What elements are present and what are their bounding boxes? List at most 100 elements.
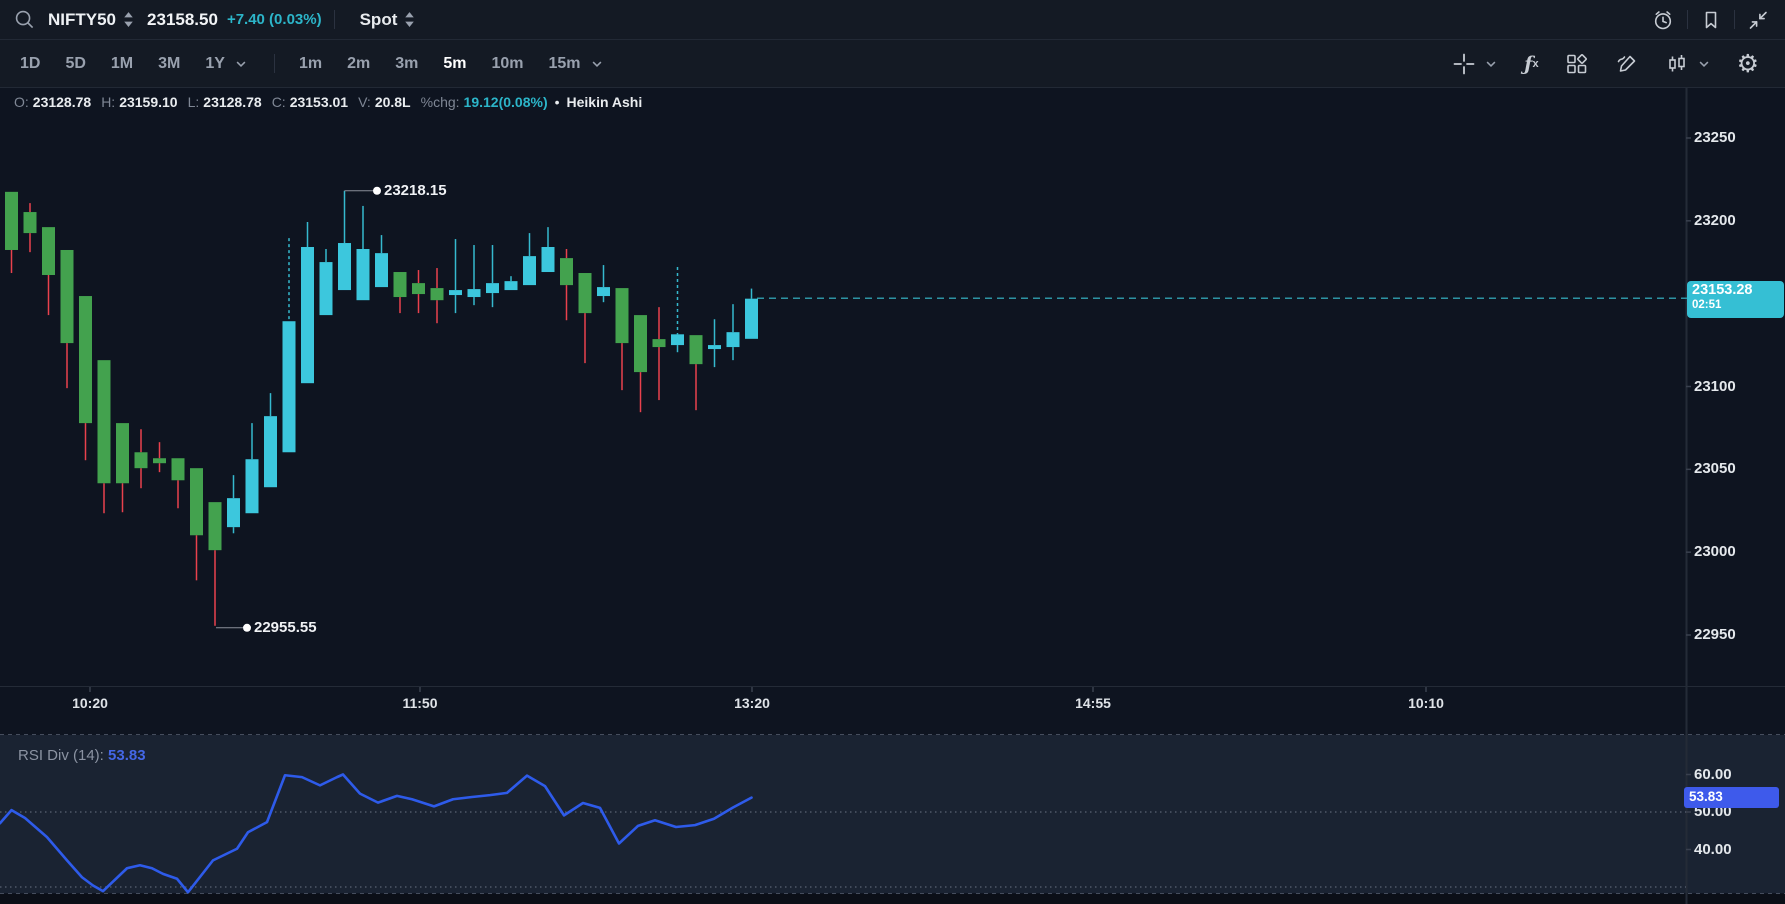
- range-dropdown-chevron-icon[interactable]: [234, 57, 248, 71]
- candle-up: [301, 247, 314, 384]
- symbol-name[interactable]: NIFTY50: [48, 9, 117, 29]
- divider: [1687, 10, 1688, 29]
- interval-tab-10m[interactable]: 10m: [491, 54, 524, 72]
- candle-up: [541, 247, 555, 273]
- candle-down: [578, 273, 592, 314]
- candle-up: [671, 334, 684, 346]
- range-tab-1Y[interactable]: 1Y: [205, 54, 225, 72]
- candle-down: [171, 458, 185, 481]
- candle-down: [412, 283, 425, 295]
- candle-down: [23, 212, 37, 234]
- collapse-icon[interactable]: [1747, 9, 1769, 31]
- divider: [333, 10, 335, 29]
- crosshair-icon[interactable]: [1452, 52, 1476, 76]
- price-axis-label: 22950: [1694, 626, 1736, 643]
- range-tab-1D[interactable]: 1D: [20, 54, 41, 72]
- candle-up: [319, 262, 333, 316]
- rsi-axis-label: 60.00: [1694, 765, 1732, 783]
- candle-down: [615, 288, 629, 344]
- open-value: 23128.78: [32, 94, 92, 110]
- candle-down: [5, 191, 18, 250]
- rsi-indicator-header[interactable]: RSI Div (14): 53.83: [18, 747, 146, 764]
- price-change: +7.40 (0.03%): [226, 11, 322, 28]
- rsi-axis-label: 40.00: [1694, 840, 1732, 858]
- candle-up: [245, 459, 259, 514]
- candle-down: [430, 288, 444, 301]
- candle-up: [504, 281, 518, 291]
- candle-down: [97, 360, 111, 484]
- pct-change-label: %chg:: [420, 94, 460, 110]
- candle-down: [60, 249, 74, 344]
- candle-down: [393, 272, 407, 298]
- search-icon[interactable]: [14, 9, 35, 30]
- candle-up: [227, 498, 240, 528]
- candle-down: [634, 315, 647, 373]
- low-label: L:: [187, 94, 200, 110]
- ohlc-readout: O: 23128.78 H: 23159.10 L: 23128.78 C: 23153…: [14, 94, 642, 110]
- time-axis-label: 10:20: [72, 695, 108, 711]
- bookmark-icon[interactable]: [1700, 9, 1722, 31]
- chart-type-chevron-icon[interactable]: [1697, 57, 1711, 71]
- candle-up: [449, 290, 462, 296]
- candle-up: [338, 243, 351, 291]
- candle-down: [153, 458, 166, 464]
- candle-down: [134, 452, 148, 469]
- candle-up: [375, 253, 388, 288]
- time-axis-label: 13:20: [734, 695, 770, 711]
- divider: [1734, 10, 1735, 29]
- draw-pencil-icon[interactable]: [1615, 52, 1639, 76]
- low-value: 23128.78: [203, 94, 262, 110]
- close-value: 23153.01: [289, 94, 349, 110]
- candle-up: [264, 416, 277, 488]
- candle-down: [652, 339, 666, 348]
- last-price-tag: 23153.28 02:51: [1687, 280, 1784, 318]
- interval-tabs: 1m 2m 3m 5m 10m 15m: [299, 55, 606, 73]
- interval-tab-5m[interactable]: 5m: [443, 54, 467, 72]
- interval-tab-15m[interactable]: 15m: [548, 54, 581, 72]
- candle-up: [745, 298, 758, 339]
- candle-up: [282, 321, 296, 453]
- price-axis-label: 23000: [1694, 543, 1736, 561]
- candle-down: [79, 296, 92, 424]
- candle-up: [523, 256, 536, 286]
- candle-down: [689, 335, 703, 365]
- candle-up: [356, 248, 370, 301]
- time-axis-label: 14:55: [1075, 695, 1111, 711]
- low-dot: [243, 623, 251, 632]
- market-type-selector[interactable]: Spot: [359, 9, 398, 29]
- layout-compare-icon[interactable]: [1565, 52, 1589, 76]
- range-tab-5D[interactable]: 5D: [65, 54, 86, 72]
- high-label: H:: [101, 94, 116, 110]
- candle-up: [597, 287, 610, 297]
- market-swap-icon[interactable]: [404, 11, 415, 28]
- candle-up: [486, 283, 499, 294]
- symbol-swap-icon[interactable]: [123, 11, 134, 28]
- settings-gear-icon[interactable]: ⚙: [1736, 49, 1759, 78]
- candle-up: [726, 332, 740, 348]
- high-dot: [373, 186, 381, 195]
- bullet-separator: •: [554, 94, 560, 110]
- price-axis-label: 23200: [1694, 211, 1736, 229]
- interval-tab-1m[interactable]: 1m: [298, 54, 323, 72]
- divider: [273, 54, 275, 73]
- alert-clock-icon[interactable]: [1651, 8, 1675, 32]
- rsi-panel-bg: [0, 735, 1785, 893]
- chart-type-candles-icon[interactable]: [1665, 52, 1689, 76]
- interval-dropdown-chevron-icon[interactable]: [590, 57, 604, 71]
- range-tabs: 1D 5D 1M 3M 1Y: [20, 55, 250, 73]
- crosshair-chevron-icon[interactable]: [1484, 57, 1498, 71]
- range-tab-3M[interactable]: 3M: [158, 54, 181, 72]
- candle-down: [190, 468, 203, 536]
- range-tab-1M[interactable]: 1M: [110, 54, 134, 72]
- volume-label: V:: [358, 94, 371, 110]
- time-axis-label: 11:50: [402, 695, 438, 711]
- interval-tab-3m[interactable]: 3m: [395, 54, 419, 72]
- candle-down: [42, 227, 55, 276]
- price-axis-label: 23250: [1694, 129, 1736, 146]
- open-label: O:: [14, 94, 29, 110]
- low-annotation: 22955.55: [254, 618, 317, 636]
- interval-tab-2m[interactable]: 2m: [347, 54, 371, 72]
